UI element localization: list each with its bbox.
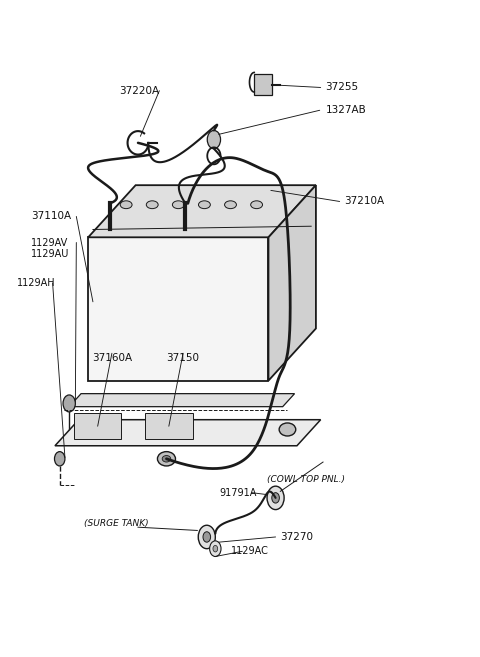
- Ellipse shape: [251, 201, 263, 209]
- Polygon shape: [268, 185, 316, 380]
- Text: 37160A: 37160A: [92, 353, 132, 363]
- Text: (SURGE TANK): (SURGE TANK): [84, 520, 149, 528]
- Text: 1129AU: 1129AU: [31, 248, 70, 259]
- Text: 37270: 37270: [280, 532, 313, 542]
- Text: (COWL TOP PNL.): (COWL TOP PNL.): [267, 475, 346, 484]
- Polygon shape: [69, 394, 295, 407]
- Text: 1129AH: 1129AH: [17, 278, 56, 288]
- Polygon shape: [145, 413, 192, 440]
- Polygon shape: [88, 237, 268, 380]
- Circle shape: [55, 451, 65, 466]
- Text: 91791A: 91791A: [219, 487, 257, 497]
- Text: 37150: 37150: [167, 353, 200, 363]
- Circle shape: [210, 541, 221, 556]
- Bar: [254, 74, 272, 95]
- Circle shape: [213, 545, 218, 552]
- Circle shape: [272, 493, 279, 503]
- Text: 37220A: 37220A: [119, 85, 159, 96]
- Polygon shape: [55, 420, 321, 445]
- Text: 37255: 37255: [325, 83, 359, 93]
- Ellipse shape: [157, 451, 176, 466]
- Polygon shape: [88, 185, 316, 237]
- Circle shape: [203, 532, 211, 542]
- Ellipse shape: [162, 455, 171, 462]
- Text: 1129AV: 1129AV: [31, 238, 69, 248]
- Ellipse shape: [120, 201, 132, 209]
- Text: 37210A: 37210A: [344, 196, 384, 206]
- Ellipse shape: [279, 423, 296, 436]
- Ellipse shape: [225, 201, 237, 209]
- Text: 1327AB: 1327AB: [325, 105, 366, 115]
- Text: 1129AC: 1129AC: [230, 546, 268, 556]
- Ellipse shape: [146, 201, 158, 209]
- Circle shape: [198, 525, 216, 549]
- Ellipse shape: [199, 201, 210, 209]
- Text: 37110A: 37110A: [31, 212, 72, 221]
- Circle shape: [207, 131, 220, 148]
- Polygon shape: [74, 413, 121, 440]
- Circle shape: [267, 486, 284, 510]
- Circle shape: [63, 395, 75, 412]
- Ellipse shape: [172, 201, 184, 209]
